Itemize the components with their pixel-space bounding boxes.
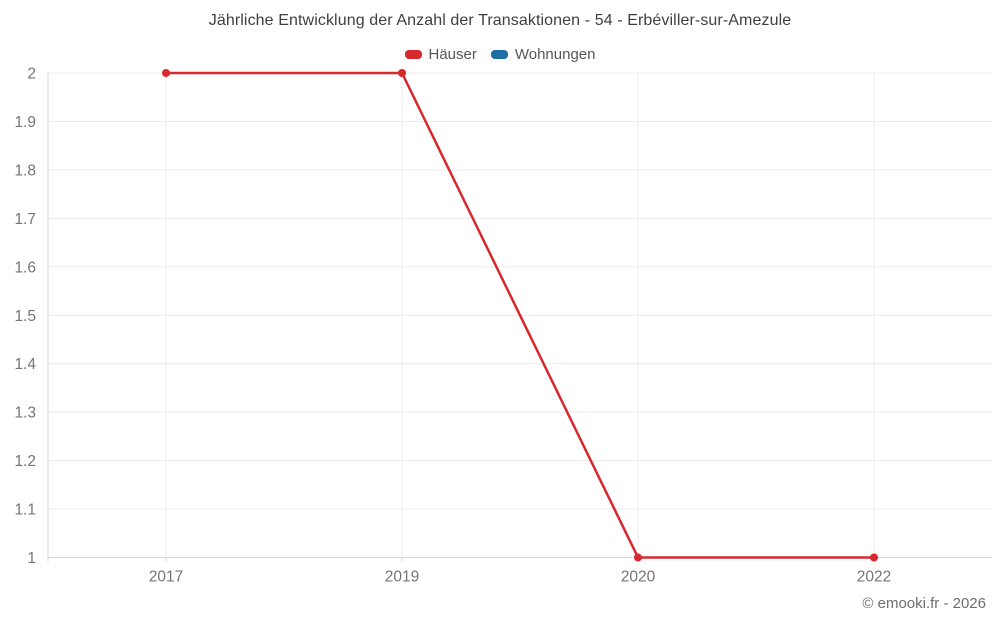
y-axis-tick-label: 1.1 (14, 502, 36, 519)
y-axis-tick-label: 1.5 (14, 308, 36, 325)
legend-swatch-wohnungen-icon (490, 50, 508, 59)
y-axis-tick-label: 1.3 (14, 405, 36, 422)
y-axis-tick-label: 1.2 (14, 453, 36, 470)
y-axis-tick-label: 2 (27, 66, 36, 83)
y-axis-tick-label: 1.9 (14, 114, 36, 131)
data-point[interactable] (870, 553, 878, 562)
data-point[interactable] (398, 69, 406, 77)
y-axis-tick-label: 1.4 (14, 356, 36, 373)
legend-label-wohnungen: Wohnungen (514, 46, 596, 63)
x-axis-tick-label: 2022 (857, 569, 891, 586)
x-axis-tick-label: 2020 (621, 569, 656, 586)
x-axis-tick-label: 2019 (385, 569, 419, 586)
y-axis-tick-label: 1.7 (14, 211, 36, 228)
legend-label-haeuser: Häuser (428, 46, 477, 63)
x-axis-tick-label: 2017 (149, 569, 183, 586)
legend-swatch-haeuser-icon (404, 50, 422, 59)
legend-item-wohnungen[interactable]: Wohnungen (490, 46, 596, 63)
series-line-häuser (164, 71, 876, 559)
data-point[interactable] (162, 69, 170, 77)
y-axis-tick-label: 1 (27, 550, 36, 567)
chart-title: Jährliche Entwicklung der Anzahl der Tra… (208, 12, 792, 29)
copyright: © emooki.fr - 2026 (862, 595, 986, 612)
y-axis-tick-label: 1.6 (14, 259, 36, 276)
legend-item-haeuser[interactable]: Häuser (404, 46, 477, 63)
y-axis-tick-label: 1.8 (14, 162, 36, 179)
data-point[interactable] (634, 553, 642, 562)
legend: Häuser Wohnungen (0, 46, 1000, 63)
